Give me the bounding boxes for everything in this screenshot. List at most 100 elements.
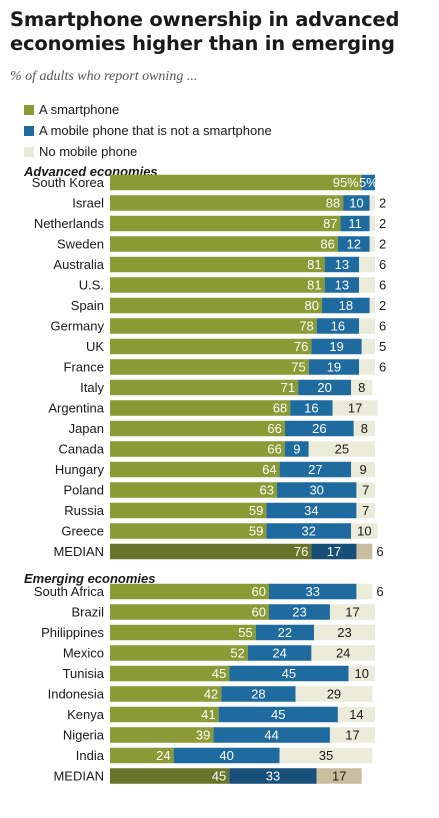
data-label-none: 2 — [379, 298, 386, 313]
bar-segment-mobile — [324, 277, 360, 293]
data-label-none: 6 — [379, 278, 386, 293]
data-label-none: 17 — [345, 728, 359, 743]
data-label-mobile: 23 — [292, 605, 306, 620]
bar-segment-smartphone — [110, 277, 325, 293]
data-label-smartphone: 75 — [291, 360, 305, 375]
data-label-none: 23 — [337, 625, 351, 640]
bar-segment-smartphone — [110, 338, 312, 355]
data-label-mobile: 12 — [347, 237, 361, 252]
data-label-smartphone: 66 — [267, 421, 281, 436]
data-label-none: 14 — [349, 707, 363, 722]
bar-segment-smartphone — [110, 195, 344, 211]
bar-segment-none — [369, 236, 375, 252]
data-label-smartphone: 76 — [294, 339, 308, 354]
bar-segment-smartphone — [110, 727, 214, 743]
bar-segment-mobile — [311, 338, 362, 355]
bar-segment-smartphone — [110, 624, 256, 641]
data-label-mobile: 28 — [251, 687, 265, 702]
data-label-mobile: 45 — [271, 707, 285, 722]
country-label: Greece — [61, 524, 104, 539]
data-label-mobile: 44 — [264, 728, 278, 743]
data-label-smartphone: 81 — [307, 257, 321, 272]
country-label: MEDIAN — [53, 544, 104, 559]
data-label-smartphone: 39 — [196, 728, 210, 743]
bar-segment-none — [361, 338, 375, 355]
bar-segment-mobile — [361, 174, 375, 191]
bar-segment-smartphone — [110, 645, 248, 661]
data-label-smartphone: 55 — [238, 625, 252, 640]
data-label-smartphone: 78 — [299, 319, 313, 334]
bar-segment-none — [279, 747, 373, 764]
bar-segment-none — [359, 318, 375, 334]
country-label: Netherlands — [34, 216, 105, 231]
data-label-mobile: 11 — [348, 216, 362, 231]
bar-segment-mobile — [266, 502, 357, 519]
data-label-mobile: 16 — [304, 401, 318, 416]
bar-segment-smartphone — [110, 215, 341, 232]
legend-item-smartphone: A smartphone — [24, 99, 272, 120]
data-label-none: 29 — [327, 687, 341, 702]
bar-segment-smartphone — [110, 768, 230, 784]
bar-segment-none — [316, 768, 362, 784]
bar-segment-none — [359, 256, 375, 273]
bar-segment-none — [359, 359, 375, 375]
bar-segment-none — [329, 727, 375, 743]
data-label-smartphone: 71 — [281, 380, 295, 395]
bar-segment-smartphone — [110, 747, 174, 764]
data-label-none: 6 — [379, 319, 386, 334]
data-label-mobile: 16 — [331, 319, 345, 334]
data-label-smartphone: 24 — [156, 748, 170, 763]
bar-segment-mobile — [343, 195, 370, 211]
country-label: Nigeria — [63, 728, 105, 743]
bar-segment-smartphone — [110, 236, 338, 252]
data-label-mobile: 30 — [309, 483, 323, 498]
bar-segment-smartphone — [110, 604, 269, 620]
bar-segment-none — [311, 645, 375, 661]
bar-segment-none — [351, 523, 378, 539]
country-label: France — [64, 360, 104, 375]
bar-segment-smartphone — [110, 441, 285, 457]
data-label-mobile: 26 — [312, 421, 326, 436]
data-label-none: 35 — [319, 748, 333, 763]
bar-segment-none — [348, 665, 375, 682]
country-label: Tunisia — [63, 666, 105, 681]
bar-segment-mobile — [290, 400, 333, 416]
bar-segment-none — [308, 441, 375, 457]
country-label: MEDIAN — [53, 769, 104, 784]
country-label: Hungary — [55, 462, 105, 477]
country-label: Sweden — [57, 237, 104, 252]
bar-segment-none — [369, 195, 375, 211]
bar-segment-smartphone — [110, 400, 291, 416]
data-label-mobile: 9 — [293, 442, 300, 457]
bar-segment-none — [351, 379, 373, 396]
data-label-none: 8 — [358, 380, 365, 395]
bar-segment-none — [337, 706, 375, 723]
data-label-mobile: 40 — [219, 748, 233, 763]
data-label-none: 7 — [362, 483, 369, 498]
country-label: Philippines — [41, 625, 104, 640]
data-label-smartphone: 95% — [333, 175, 359, 190]
bar-segment-smartphone — [110, 543, 312, 560]
bar-segment-mobile — [279, 461, 352, 478]
data-label-mobile: 24 — [272, 646, 286, 661]
data-label-smartphone: 45 — [212, 666, 226, 681]
data-label-mobile: 33 — [305, 584, 319, 599]
bar-segment-none — [356, 502, 375, 519]
data-label-none: 24 — [336, 646, 350, 661]
data-label-none: 5 — [379, 339, 386, 354]
bar-segment-smartphone — [110, 686, 222, 702]
legend-swatch-smartphone — [24, 104, 34, 115]
data-label-smartphone: 76 — [294, 544, 308, 559]
country-label: Italy — [80, 380, 104, 395]
legend-swatch-mobile — [24, 125, 34, 136]
bar-segment-smartphone — [110, 502, 267, 519]
data-label-mobile: 10 — [349, 196, 363, 211]
legend-label-none: No mobile phone — [39, 144, 138, 159]
legend: A smartphone A mobile phone that is not … — [24, 99, 272, 162]
bar-segment-mobile — [229, 768, 317, 784]
bar-segment-smartphone — [110, 297, 322, 314]
data-label-smartphone: 87 — [323, 216, 337, 231]
data-label-mobile: 19 — [329, 339, 343, 354]
data-label-mobile: 34 — [304, 503, 318, 518]
data-label-mobile: 32 — [302, 524, 316, 539]
